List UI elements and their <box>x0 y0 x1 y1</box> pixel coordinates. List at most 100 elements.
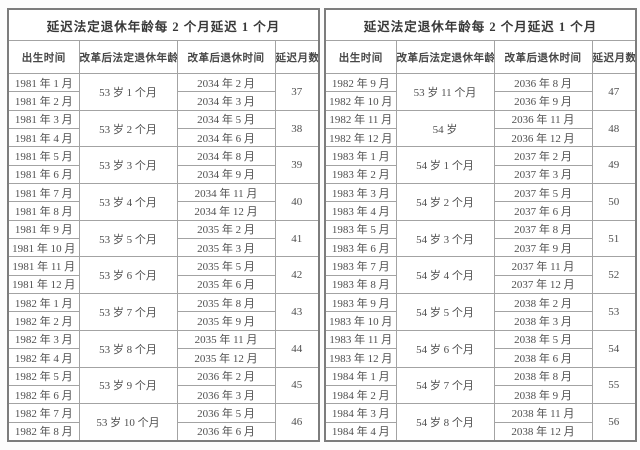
table-row: 1983 年 12 月 2038 年 6 月 <box>324 348 636 368</box>
retirement-age-cell: 54 岁 4 个月 <box>395 256 495 295</box>
birth-time-cell: 1982 年 9 月 <box>324 72 397 93</box>
delay-months-cell: 46 <box>274 403 320 442</box>
birth-time-cell: 1982 年 8 月 <box>7 421 80 442</box>
retirement-time-cell: 2036 年 12 月 <box>493 128 593 148</box>
birth-time-cell: 1982 年 6 月 <box>7 384 80 405</box>
table-row: 1982 年 6 月 2036 年 3 月 <box>7 384 319 405</box>
delay-months-cell: 48 <box>591 109 637 148</box>
delay-months-cell: 53 <box>591 293 637 331</box>
retirement-age-cell: 53 岁 5 个月 <box>78 219 178 258</box>
retirement-age-cell: 54 岁 2 个月 <box>395 183 495 221</box>
table-row: 1981 年 9 月 53 岁 5 个月 2035 年 2 月 41 <box>7 219 320 258</box>
delay-months-cell: 38 <box>274 109 320 148</box>
retirement-time-cell: 2036 年 8 月 <box>493 72 593 93</box>
birth-time-cell: 1982 年 5 月 <box>7 366 80 386</box>
retirement-time-cell: 2038 年 2 月 <box>493 293 593 313</box>
birth-time-cell: 1983 年 9 月 <box>324 293 397 313</box>
retirement-time-cell: 2034 年 5 月 <box>176 109 276 130</box>
table-row: 1983 年 3 月 54 岁 2 个月 2037 年 5 月 50 <box>324 183 637 221</box>
retirement-age-cell: 54 岁 7 个月 <box>395 366 495 405</box>
retirement-age-cell: 54 岁 5 个月 <box>395 293 495 331</box>
delay-months-cell: 44 <box>274 329 320 368</box>
col-header-retirement-time: 改革后退休时间 <box>493 40 593 74</box>
birth-time-cell: 1982 年 7 月 <box>7 403 80 423</box>
birth-time-cell: 1982 年 10 月 <box>324 91 397 111</box>
birth-time-cell: 1981 年 5 月 <box>7 146 80 166</box>
table-row: 1984 年 3 月 54 岁 8 个月 2038 年 11 月 56 <box>324 403 637 442</box>
birth-time-cell: 1982 年 1 月 <box>7 293 80 313</box>
table-row: 1984 年 2 月 2038 年 9 月 <box>324 384 636 405</box>
table-row: 1982 年 7 月 53 岁 10 个月 2036 年 5 月 46 <box>7 403 320 442</box>
table-row: 1981 年 1 月 53 岁 1 个月 2034 年 2 月 37 <box>7 72 320 111</box>
birth-time-cell: 1983 年 1 月 <box>324 146 397 166</box>
retirement-time-cell: 2035 年 5 月 <box>176 256 276 276</box>
retirement-time-cell: 2035 年 6 月 <box>176 274 276 295</box>
retirement-time-cell: 2035 年 12 月 <box>176 348 276 368</box>
delay-months-cell: 49 <box>591 146 637 185</box>
retirement-time-cell: 2035 年 2 月 <box>176 219 276 240</box>
birth-time-cell: 1983 年 7 月 <box>324 256 397 276</box>
table-row: 1983 年 10 月 2038 年 3 月 <box>324 311 636 331</box>
retirement-time-cell: 2036 年 5 月 <box>176 403 276 423</box>
delay-months-cell: 41 <box>274 219 320 258</box>
col-header-birth-time: 出生时间 <box>324 40 397 74</box>
table-row: 1981 年 5 月 53 岁 3 个月 2034 年 8 月 39 <box>7 146 320 185</box>
table-row: 1983 年 1 月 54 岁 1 个月 2037 年 2 月 49 <box>324 146 637 185</box>
table-title: 延迟法定退休年龄每 2 个月延迟 1 个月 <box>324 8 637 41</box>
table-row: 1982 年 11 月 54 岁 2036 年 11 月 48 <box>324 109 637 148</box>
retirement-time-cell: 2037 年 9 月 <box>493 238 593 258</box>
retirement-age-cell: 53 岁 8 个月 <box>78 329 178 368</box>
retirement-time-cell: 2038 年 3 月 <box>493 311 593 331</box>
table-row: 1982 年 1 月 53 岁 7 个月 2035 年 8 月 43 <box>7 293 320 331</box>
birth-time-cell: 1981 年 6 月 <box>7 164 80 185</box>
table-row: 1983 年 9 月 54 岁 5 个月 2038 年 2 月 53 <box>324 293 637 331</box>
retirement-age-cell: 54 岁 6 个月 <box>395 329 495 368</box>
col-header-legal-retirement-age: 改革后法定退休年龄 <box>395 40 495 74</box>
birth-time-cell: 1983 年 4 月 <box>324 201 397 221</box>
retirement-time-cell: 2035 年 11 月 <box>176 329 276 350</box>
delay-months-cell: 56 <box>591 403 637 442</box>
birth-time-cell: 1982 年 12 月 <box>324 128 397 148</box>
retirement-time-cell: 2038 年 11 月 <box>493 403 593 423</box>
delay-months-cell: 50 <box>591 183 637 221</box>
birth-time-cell: 1982 年 2 月 <box>7 311 80 331</box>
retirement-age-cell: 53 岁 10 个月 <box>78 403 178 442</box>
birth-time-cell: 1982 年 11 月 <box>324 109 397 130</box>
delay-months-cell: 40 <box>274 183 320 221</box>
retirement-time-cell: 2036 年 6 月 <box>176 421 276 442</box>
table-row: 1983 年 2 月 2037 年 3 月 <box>324 164 636 185</box>
table-row: 1984 年 4 月 2038 年 12 月 <box>324 421 636 442</box>
retirement-time-cell: 2034 年 2 月 <box>176 72 276 93</box>
col-header-retirement-time: 改革后退休时间 <box>176 40 276 74</box>
birth-time-cell: 1981 年 9 月 <box>7 219 80 240</box>
delay-months-cell: 43 <box>274 293 320 331</box>
birth-time-cell: 1984 年 4 月 <box>324 421 397 442</box>
table-body-right: 1982 年 9 月 53 岁 11 个月 2036 年 8 月 47 1982 年 1… <box>324 72 637 442</box>
table-row: 1984 年 1 月 54 岁 7 个月 2038 年 8 月 55 <box>324 366 637 405</box>
birth-time-cell: 1981 年 2 月 <box>7 91 80 111</box>
col-header-birth-time: 出生时间 <box>7 40 80 74</box>
birth-time-cell: 1984 年 2 月 <box>324 384 397 405</box>
retirement-time-cell: 2036 年 11 月 <box>493 109 593 130</box>
retirement-time-cell: 2034 年 8 月 <box>176 146 276 166</box>
retirement-age-cell: 54 岁 8 个月 <box>395 403 495 442</box>
table-row: 1981 年 10 月 2035 年 3 月 <box>7 238 319 258</box>
birth-time-cell: 1983 年 5 月 <box>324 219 397 240</box>
delay-months-cell: 37 <box>274 73 320 111</box>
retirement-time-cell: 2034 年 6 月 <box>176 128 276 148</box>
retirement-time-cell: 2034 年 11 月 <box>176 183 276 203</box>
retirement-time-cell: 2035 年 9 月 <box>176 311 276 331</box>
retirement-age-cell: 54 岁 3 个月 <box>395 219 495 258</box>
table-title: 延迟法定退休年龄每 2 个月延迟 1 个月 <box>7 8 320 41</box>
retirement-time-cell: 2038 年 5 月 <box>493 329 593 350</box>
table-row: 1982 年 4 月 2035 年 12 月 <box>7 348 319 368</box>
retirement-table-left: 延迟法定退休年龄每 2 个月延迟 1 个月 出生时间 改革后法定退休年龄 改革后… <box>7 8 321 442</box>
retirement-time-cell: 2037 年 5 月 <box>493 183 593 203</box>
table-row: 1981 年 12 月 2035 年 6 月 <box>7 274 319 295</box>
retirement-age-cell: 53 岁 7 个月 <box>78 293 178 331</box>
retirement-time-cell: 2037 年 2 月 <box>493 146 593 166</box>
retirement-age-cell: 53 岁 6 个月 <box>78 256 178 295</box>
table-header-row: 出生时间 改革后法定退休年龄 改革后退休时间 延迟月数 <box>324 40 637 74</box>
table-row: 1981 年 6 月 2034 年 9 月 <box>7 164 319 185</box>
